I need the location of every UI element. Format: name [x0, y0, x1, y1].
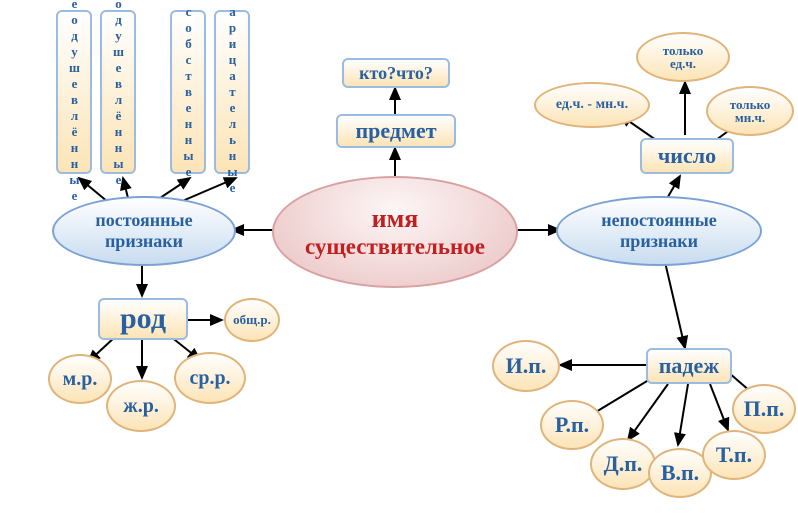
label: число: [658, 143, 716, 169]
label: Д.п.: [604, 451, 643, 477]
rod-box: род: [98, 298, 188, 340]
number-box: число: [640, 138, 734, 174]
line2: существительное: [305, 234, 485, 260]
nonpermanent-ellipse: непостоянные признаки: [556, 196, 762, 266]
kto-chto-box: кто?что?: [342, 58, 450, 88]
gender-zhr: ж.р.: [106, 380, 176, 432]
number-both: ед.ч. - мн.ч.: [534, 82, 650, 128]
label: кто?что?: [359, 63, 433, 84]
gender-srr: ср.р.: [174, 352, 246, 404]
line2: признаки: [105, 231, 183, 252]
label: ед.ч. - мн.ч.: [556, 97, 628, 113]
label: общ.р.: [233, 312, 271, 328]
case-dp: Д.п.: [590, 438, 656, 490]
vertical-sobstv: собственные: [170, 10, 206, 174]
label: собственные: [180, 4, 196, 180]
label: ж.р.: [123, 395, 159, 418]
label: толькомн.ч.: [730, 98, 771, 124]
center-noun: имя существительное: [272, 176, 518, 288]
permanent-ellipse: постоянные признаки: [52, 196, 236, 266]
label: Т.п.: [716, 442, 752, 468]
label: м.р.: [63, 368, 98, 391]
number-only-pl: толькомн.ч.: [706, 86, 794, 136]
case-ip: И.п.: [492, 340, 560, 392]
case-tp: Т.п.: [702, 430, 766, 480]
predmet-box: предмет: [336, 114, 456, 148]
vertical-odush: одушевлённые: [100, 10, 136, 174]
line1: имя: [372, 204, 419, 234]
case-rp: Р.п.: [540, 400, 604, 450]
number-only-sg: толькоед.ч.: [636, 32, 730, 82]
gender-mr: м.р.: [48, 354, 112, 404]
line1: непостоянные: [601, 210, 717, 231]
label: ср.р.: [189, 367, 230, 390]
label: падеж: [659, 353, 720, 379]
gender-common: общ.р.: [224, 298, 280, 342]
label: предмет: [355, 118, 436, 144]
label: род: [120, 302, 166, 336]
vertical-neodush: неодушевлённые: [56, 10, 92, 174]
label: И.п.: [506, 353, 547, 379]
label: П.п.: [744, 396, 785, 422]
label: Р.п.: [555, 412, 589, 438]
case-box: падеж: [646, 348, 732, 384]
case-pp: П.п.: [732, 384, 796, 434]
line2: признаки: [620, 231, 698, 252]
label: нарицательные: [224, 0, 240, 196]
label: В.п.: [661, 460, 699, 486]
label: одушевлённые: [110, 0, 126, 188]
label: неодушевлённые: [66, 0, 82, 204]
line1: постоянные: [95, 210, 192, 231]
label: толькоед.ч.: [663, 44, 704, 70]
vertical-narits: нарицательные: [214, 10, 250, 174]
